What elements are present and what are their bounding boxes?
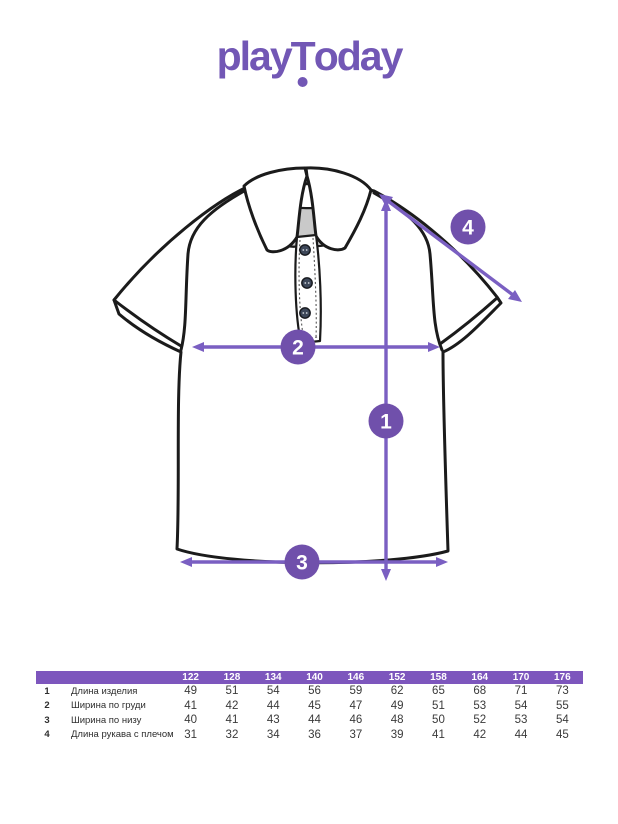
row-value: 51 xyxy=(225,685,239,698)
row-value: 42 xyxy=(225,699,239,712)
row-value: 37 xyxy=(349,728,363,741)
row-label: Ширина по низу xyxy=(71,714,142,726)
header-size: 134 xyxy=(264,672,282,683)
table-row: 1 Длина изделия 49 51 54 56 59 62 65 68 … xyxy=(36,684,583,699)
row-value: 65 xyxy=(432,685,445,698)
row-value: 71 xyxy=(514,685,528,698)
row-value: 73 xyxy=(555,685,569,698)
row-value: 34 xyxy=(266,728,280,741)
row-value: 62 xyxy=(390,685,404,698)
row-value: 32 xyxy=(225,728,239,741)
marker-3-label: 3 xyxy=(296,552,308,575)
header-size: 152 xyxy=(388,672,406,683)
row-label: Длина изделия xyxy=(71,685,138,697)
row-value: 43 xyxy=(266,714,280,727)
row-value: 50 xyxy=(432,714,445,727)
logo-dot xyxy=(297,77,308,87)
row-value: 52 xyxy=(473,714,487,727)
row-value: 31 xyxy=(184,728,198,741)
row-value: 59 xyxy=(349,685,363,698)
left-armhole-seam xyxy=(179,188,248,352)
header-size: 176 xyxy=(553,672,571,683)
header-size: 164 xyxy=(471,672,489,683)
row-number: 1 xyxy=(44,685,50,697)
row-number: 2 xyxy=(44,700,50,712)
row-value: 68 xyxy=(473,685,487,698)
marker-1: 1 xyxy=(368,403,404,439)
button-1 xyxy=(299,244,311,256)
header-size: 128 xyxy=(223,672,241,683)
placket-stitch-bottom xyxy=(301,336,319,340)
table-row: 3 Ширина по низу 40 41 43 44 46 48 50 52… xyxy=(36,713,583,728)
table-row: 2 Ширина по груди 41 42 44 45 47 49 51 5… xyxy=(36,699,583,714)
row-value: 41 xyxy=(432,728,445,741)
row-value: 45 xyxy=(308,699,321,712)
row-value: 45 xyxy=(555,728,569,741)
marker-2-label: 2 xyxy=(292,337,304,360)
row-value: 54 xyxy=(266,685,280,698)
size-table: 122 128 134 140 146 152 158 164 170 176 … xyxy=(36,671,583,742)
row-value: 48 xyxy=(390,714,404,727)
button-2 xyxy=(301,277,313,289)
row-value: 44 xyxy=(308,714,321,727)
placket-stitch-right xyxy=(312,237,317,339)
row-value: 54 xyxy=(514,699,528,712)
table-row: 4 Длина рукава с плечом 31 32 34 36 37 3… xyxy=(36,728,583,743)
logo-letter-t-glyph: T xyxy=(290,33,316,79)
row-value: 56 xyxy=(308,685,321,698)
logo-text-oday: oday xyxy=(313,33,404,79)
row-value: 46 xyxy=(349,714,363,727)
button-3 xyxy=(299,307,311,319)
row-value: 41 xyxy=(184,699,198,712)
row-value: 55 xyxy=(555,699,569,712)
row-value: 53 xyxy=(514,714,528,727)
row-label: Ширина по груди xyxy=(71,700,146,712)
measure-arrow-sleeve xyxy=(379,194,522,302)
row-value: 53 xyxy=(473,699,487,712)
row-value: 49 xyxy=(390,699,404,712)
row-value: 36 xyxy=(308,728,321,741)
header-size: 140 xyxy=(306,672,323,683)
header-size: 170 xyxy=(512,672,530,683)
logo-text-play: play xyxy=(216,33,293,79)
row-value: 44 xyxy=(266,699,280,712)
logo-letter-t: T xyxy=(290,33,316,87)
marker-4-label: 4 xyxy=(462,217,474,240)
left-cuff-seam xyxy=(112,298,183,348)
measure-arrow-chest xyxy=(192,342,440,352)
row-value: 41 xyxy=(225,714,239,727)
row-value: 49 xyxy=(184,685,198,698)
right-cuff-seam xyxy=(438,296,499,346)
shirt-silhouette xyxy=(112,182,503,565)
brand-logo: playT oday xyxy=(216,33,404,87)
row-value: 51 xyxy=(432,699,445,712)
marker-4: 4 xyxy=(450,209,486,245)
row-number: 4 xyxy=(44,729,50,741)
row-number: 3 xyxy=(44,714,50,726)
marker-1-label: 1 xyxy=(380,411,392,434)
marker-3: 3 xyxy=(284,544,320,580)
header-size: 122 xyxy=(182,672,199,683)
marker-2: 2 xyxy=(280,329,316,365)
size-table-header: 122 128 134 140 146 152 158 164 170 176 xyxy=(36,671,583,684)
row-value: 42 xyxy=(473,728,487,741)
row-value: 40 xyxy=(184,714,198,727)
row-value: 39 xyxy=(390,728,404,741)
row-label: Длина рукава с плечом xyxy=(71,729,174,741)
row-value: 44 xyxy=(514,728,528,741)
row-value: 47 xyxy=(349,699,363,712)
header-size: 158 xyxy=(430,672,447,683)
header-size: 146 xyxy=(347,672,365,683)
row-value: 54 xyxy=(555,714,569,727)
